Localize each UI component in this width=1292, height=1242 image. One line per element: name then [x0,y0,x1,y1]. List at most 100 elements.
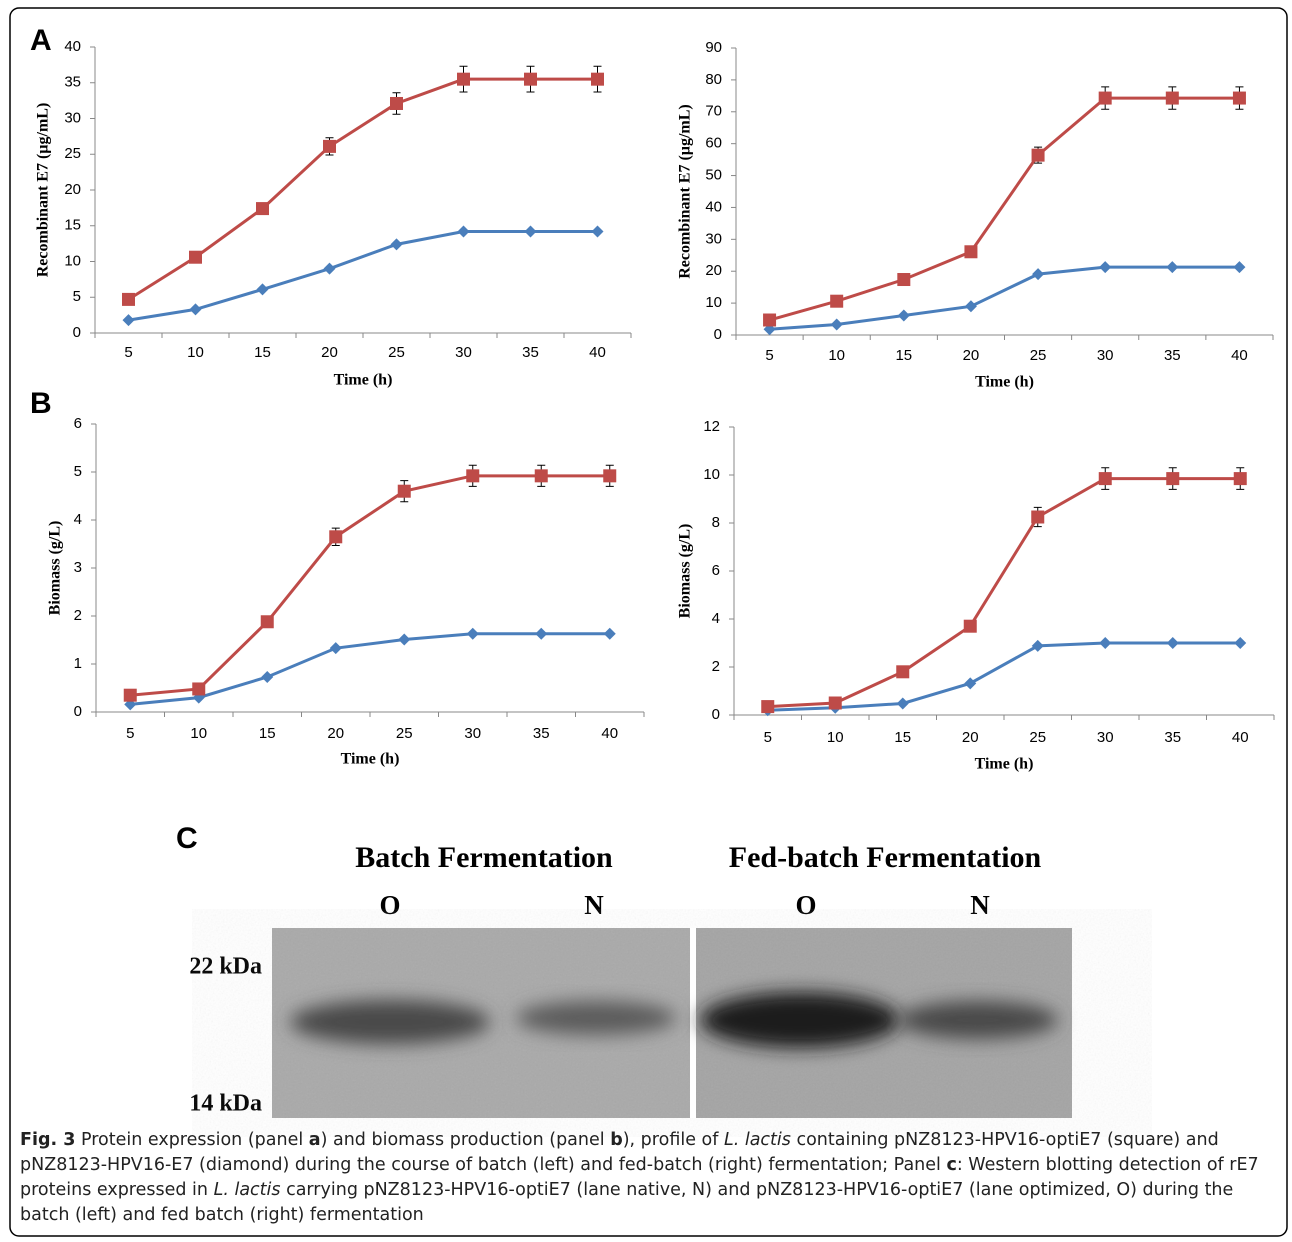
square-marker [896,665,909,678]
x-tick-label: 30 [455,344,472,361]
diamond-marker [964,677,976,689]
x-tick-label: 25 [1030,347,1047,364]
lane-label: N [584,890,604,920]
diamond-marker [604,628,616,640]
y-tick-label: 0 [74,703,82,720]
y-tick-label: 4 [74,511,82,528]
group-label: Fed-batch Fermentation [729,841,1042,874]
square-marker [761,700,774,713]
square-marker [1234,472,1247,485]
x-tick-label: 10 [827,729,844,746]
y-tick-label: 90 [705,39,722,56]
square-marker [1166,472,1179,485]
x-tick-label: 15 [895,347,912,364]
caption-text: Fig. 3 [20,1130,75,1150]
x-tick-label: 35 [522,344,539,361]
blot-band [898,1001,1058,1039]
diamond-marker [330,642,342,654]
blot-band [700,992,900,1048]
square-marker [261,615,274,628]
square-marker [603,469,616,482]
y-tick-label: 35 [64,74,81,91]
diamond-marker [535,628,547,640]
x-tick-label: 20 [321,344,338,361]
y-tick-label: 20 [705,262,722,279]
y-tick-label: 2 [712,658,720,675]
y-tick-label: 6 [74,415,82,432]
x-tick-label: 10 [187,344,204,361]
series-line [129,79,598,299]
square-marker [1099,92,1112,105]
square-marker [524,73,537,86]
y-tick-label: 20 [64,181,81,198]
y-tick-label: 6 [712,562,720,579]
y-tick-label: 12 [703,418,720,435]
y-tick-label: 0 [73,324,81,341]
square-marker [323,140,336,153]
diamond-marker [1032,268,1044,280]
x-axis-title: Time (h) [341,751,400,768]
y-tick-label: 0 [714,326,722,343]
y-tick-label: 1 [74,655,82,672]
diamond-marker [458,225,470,237]
x-tick-label: 25 [1029,729,1046,746]
size-marker: 22 kDa [189,954,262,980]
square-marker [535,469,548,482]
chart: 0510152025303540510152025303540Time (h)R… [35,38,631,389]
diamond-marker [525,225,537,237]
caption-text: b [610,1130,623,1150]
diamond-marker [391,238,403,250]
x-axis-title: Time (h) [975,756,1034,773]
x-tick-label: 10 [190,725,207,742]
x-axis-title: Time (h) [334,372,393,389]
square-marker [1166,92,1179,105]
panel-label: B [30,387,52,420]
caption-text: ) and biomass production (panel [321,1130,611,1150]
diamond-marker [1099,261,1111,273]
x-tick-label: 40 [601,725,618,742]
square-marker [1233,92,1246,105]
series-line [768,479,1241,707]
x-tick-label: 30 [1097,729,1114,746]
x-tick-label: 20 [327,725,344,742]
square-marker [1031,511,1044,524]
diamond-marker [831,318,843,330]
panel-label: C [176,822,198,855]
y-tick-label: 25 [64,145,81,162]
figure-caption: Fig. 3 Protein expression (panel a) and … [20,1128,1275,1228]
square-marker [897,273,910,286]
y-tick-label: 15 [64,217,81,234]
diamond-marker [1099,637,1111,649]
caption-text: L. lactis [724,1130,791,1150]
diamond-marker [1166,261,1178,273]
blot-band [290,1000,490,1044]
diamond-marker [190,303,202,315]
y-tick-label: 30 [705,230,722,247]
x-tick-label: 35 [533,725,550,742]
series-line [770,98,1240,320]
y-tick-label: 30 [64,109,81,126]
series-line [130,476,610,695]
axis-line [96,424,644,717]
blot-gap [690,928,696,1118]
caption-text: a [309,1130,321,1150]
square-marker [122,293,135,306]
y-tick-label: 4 [712,610,720,627]
square-marker [964,245,977,258]
diamond-marker [965,300,977,312]
y-tick-label: 40 [64,38,81,55]
x-tick-label: 20 [962,729,979,746]
y-axis-title: Biomass (g/L) [47,521,64,616]
square-marker [964,620,977,633]
square-marker [192,682,205,695]
x-tick-label: 10 [828,347,845,364]
size-marker: 14 kDa [189,1091,262,1117]
x-tick-label: 5 [764,729,772,746]
y-tick-label: 40 [705,198,722,215]
lane-label: O [795,890,816,920]
y-tick-label: 5 [74,463,82,480]
x-tick-label: 5 [124,344,132,361]
x-tick-label: 40 [1231,347,1248,364]
